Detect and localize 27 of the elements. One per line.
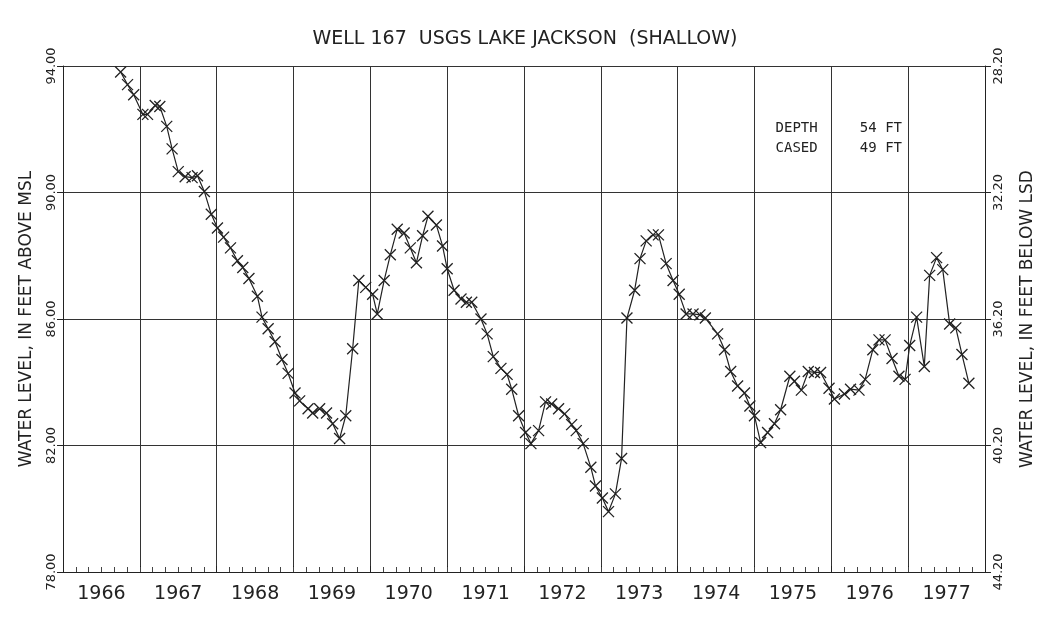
x-tick-label: 1970: [384, 580, 433, 603]
y2-tick-label: 36.20: [990, 300, 1005, 338]
y-tick-label: 94.00: [43, 47, 58, 85]
x-tick-label: 1974: [691, 580, 741, 603]
y-tick-label: 86.00: [43, 300, 58, 338]
y2-tick-label: 32.20: [990, 173, 1005, 212]
y-tick-label: 90.00: [43, 173, 58, 212]
x-tick-label: 1966: [77, 580, 126, 603]
x-tick-label: 1968: [230, 580, 280, 603]
x-tick-label: 1971: [461, 580, 510, 603]
y-axis-title: WATER LEVEL, IN FEET ABOVE MSL: [14, 170, 35, 468]
y2-tick-label: 28.20: [990, 47, 1005, 85]
x-tick-label: 1969: [307, 580, 357, 603]
x-tick-label: 1973: [615, 580, 664, 603]
x-tick-label: 1975: [768, 580, 818, 603]
y2-tick-label: 40.20: [990, 426, 1005, 465]
y2-tick-label: 44.20: [990, 553, 1005, 591]
x-tick-label: 1967: [154, 580, 203, 603]
y2-axis-title: WATER LEVEL, IN FEET BELOW LSD: [1015, 170, 1036, 468]
annotation: DEPTH 54 FT: [775, 119, 903, 135]
y-tick-label: 82.00: [43, 426, 58, 465]
x-tick-label: 1976: [845, 580, 894, 603]
chart-title: WELL 167 USGS LAKE JACKSON (SHALLOW): [312, 25, 738, 48]
y-tick-label: 78.00: [43, 553, 58, 591]
x-tick-label: 1977: [922, 580, 971, 603]
x-tick-label: 1972: [538, 580, 587, 603]
annotation: CASED 49 FT: [775, 139, 903, 155]
